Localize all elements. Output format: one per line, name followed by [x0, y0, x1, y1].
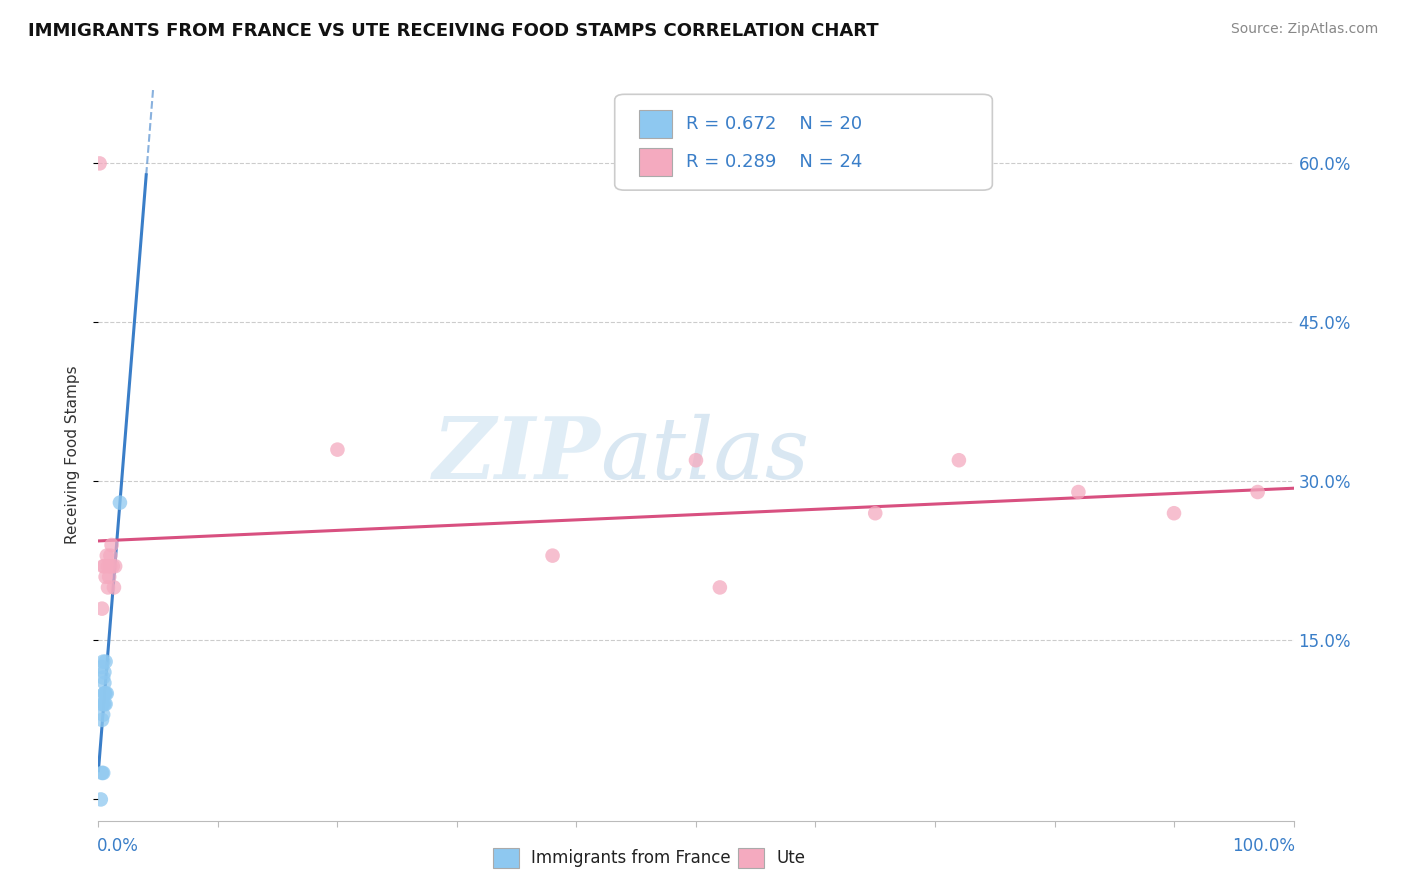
Point: [98, 549, 122, 563]
Point: [97, 581, 120, 595]
Point: [1246, 485, 1268, 500]
Point: [94, 570, 117, 584]
Point: [90, 792, 112, 806]
Point: [103, 581, 125, 595]
FancyBboxPatch shape: [614, 95, 993, 190]
Point: [100, 538, 122, 552]
Point: [93, 686, 115, 700]
Text: 100.0%: 100.0%: [1232, 837, 1295, 855]
Point: [96, 549, 118, 563]
Text: R = 0.289    N = 24: R = 0.289 N = 24: [686, 153, 863, 171]
Y-axis label: Receiving Food Stamps: Receiving Food Stamps: [65, 366, 80, 544]
Point: [91, 660, 114, 674]
Point: [709, 581, 731, 595]
Point: [93, 559, 115, 574]
Point: [91, 707, 114, 722]
Point: [91, 559, 114, 574]
Point: [91, 713, 114, 727]
Text: Source: ZipAtlas.com: Source: ZipAtlas.com: [1230, 22, 1378, 37]
Point: [91, 697, 114, 711]
Point: [93, 686, 115, 700]
Bar: [638, 111, 672, 138]
Text: R = 0.672    N = 20: R = 0.672 N = 20: [686, 115, 862, 133]
Point: [96, 686, 118, 700]
Point: [97, 559, 120, 574]
Text: 0.0%: 0.0%: [97, 837, 139, 855]
Point: [93, 665, 115, 680]
Text: Ute: Ute: [776, 849, 806, 867]
Bar: [738, 847, 763, 868]
Text: atlas: atlas: [600, 414, 810, 496]
Point: [685, 453, 707, 467]
Point: [91, 671, 114, 685]
Text: ZIP: ZIP: [433, 413, 600, 497]
Point: [1067, 485, 1090, 500]
Bar: [494, 847, 519, 868]
Point: [541, 549, 564, 563]
Point: [94, 697, 117, 711]
Point: [98, 570, 121, 584]
Point: [91, 697, 114, 711]
Point: [89, 156, 111, 170]
Point: [94, 686, 117, 700]
Point: [863, 506, 887, 520]
Point: [93, 676, 115, 690]
Point: [98, 559, 122, 574]
Point: [108, 495, 131, 509]
Point: [91, 766, 114, 780]
Point: [101, 559, 124, 574]
Point: [326, 442, 349, 457]
Text: IMMIGRANTS FROM FRANCE VS UTE RECEIVING FOOD STAMPS CORRELATION CHART: IMMIGRANTS FROM FRANCE VS UTE RECEIVING …: [28, 22, 879, 40]
Point: [104, 559, 127, 574]
Point: [91, 766, 114, 780]
Point: [1163, 506, 1185, 520]
Point: [93, 697, 115, 711]
Bar: [638, 148, 672, 176]
Point: [91, 601, 114, 615]
Point: [91, 655, 114, 669]
Point: [94, 655, 117, 669]
Text: Immigrants from France: Immigrants from France: [531, 849, 731, 867]
Point: [948, 453, 970, 467]
